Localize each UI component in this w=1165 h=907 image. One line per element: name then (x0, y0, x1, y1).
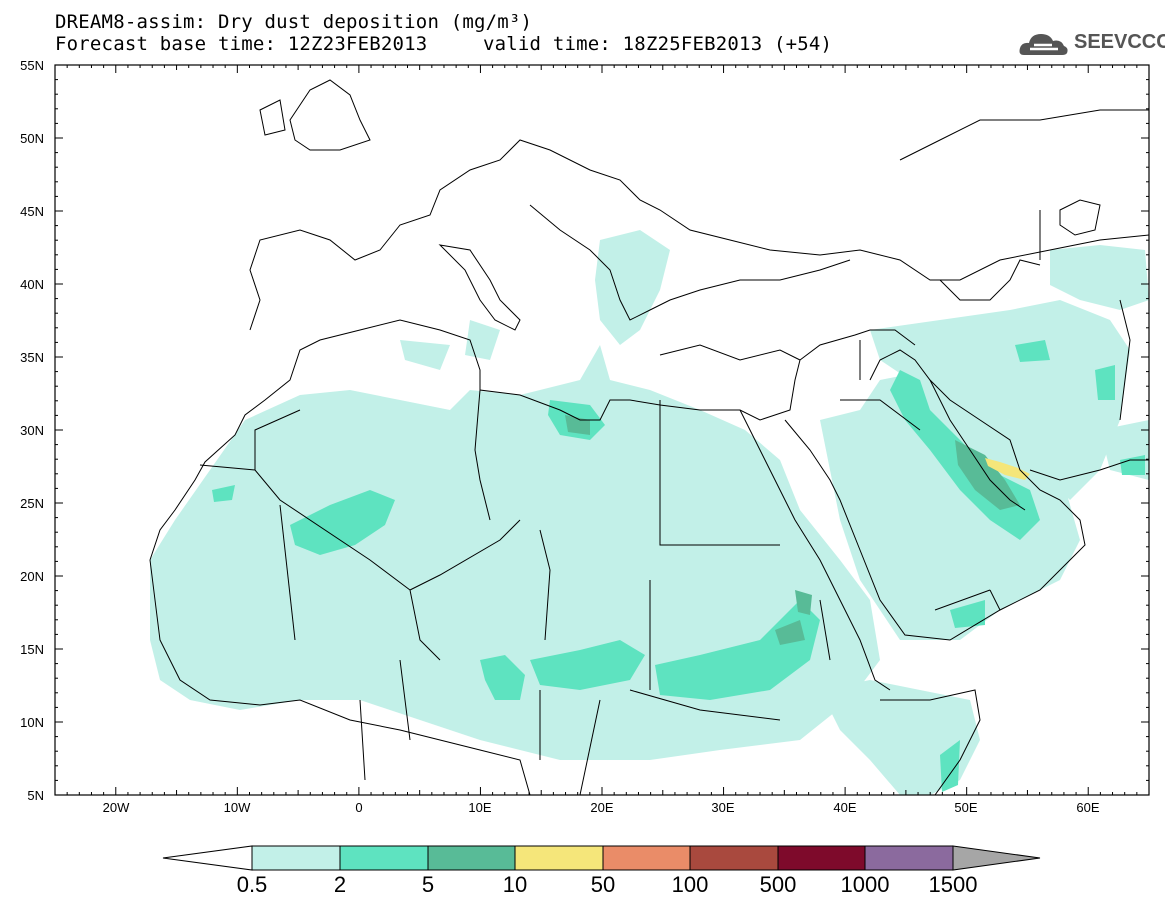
lon-label: 60E (1076, 800, 1099, 815)
colorbar-swatch (689, 845, 779, 871)
lon-label: 50E (954, 800, 977, 815)
lat-label: 50N (20, 131, 44, 146)
colorbar-low-end (162, 845, 253, 871)
colorbar-label: 5 (422, 872, 434, 897)
lon-label: 20W (103, 800, 130, 815)
lon-label: 10E (468, 800, 491, 815)
colorbar-swatch (602, 845, 691, 871)
forecast-times: Forecast base time: 12Z23FEB2013 valid ti… (55, 33, 832, 55)
lat-label: 30N (20, 423, 44, 438)
lat-label: 25N (20, 496, 44, 511)
colorbar-swatch (864, 845, 954, 871)
base-time: Forecast base time: 12Z23FEB2013 (55, 33, 428, 55)
colorbar-swatch (427, 845, 516, 871)
lat-label: 20N (20, 569, 44, 584)
colorbar-label: 500 (760, 872, 797, 897)
map-title: DREAM8-assim: Dry dust deposition (mg/m³… (55, 11, 533, 33)
axis-ticks (54, 64, 1150, 796)
lat-label: 40N (20, 277, 44, 292)
latitude-labels: 55N 50N 45N 40N 35N 30N 25N 20N 15N 10N … (20, 58, 44, 803)
seevccc-logo: SEEVCCC (1018, 25, 1165, 61)
colorbar-label: 0.5 (237, 872, 268, 897)
colorbar-label: 50 (591, 872, 615, 897)
colorbar-swatch (251, 845, 341, 871)
colorbar-label: 1500 (929, 872, 978, 897)
logo-text: SEEVCCC (1074, 31, 1165, 53)
lat-label: 10N (20, 715, 44, 730)
lat-label: 15N (20, 642, 44, 657)
lon-label: 40E (833, 800, 856, 815)
lon-label: 10W (224, 800, 251, 815)
colorbar: 0.5 2 5 10 50 100 500 1000 1500 (162, 845, 1041, 897)
colorbar-high-end (952, 845, 1041, 871)
cloud-logo-icon (1019, 34, 1068, 55)
lat-label: 45N (20, 204, 44, 219)
lat-label: 5N (27, 788, 44, 803)
lon-label: 30E (711, 800, 734, 815)
colorbar-swatch (777, 845, 866, 871)
colorbar-swatch (339, 845, 429, 871)
band-10-50 (985, 458, 1030, 480)
colorbar-swatch (514, 845, 604, 871)
lat-label: 55N (20, 58, 44, 73)
deposition-field (150, 230, 1149, 795)
colorbar-label: 2 (334, 872, 346, 897)
lon-label: 20E (590, 800, 613, 815)
lon-label: 0 (355, 800, 362, 815)
valid-time: valid time: 18Z25FEB2013 (+54) (483, 33, 833, 55)
colorbar-label: 100 (672, 872, 709, 897)
longitude-labels: 20W 10W 0 10E 20E 30E 40E 50E 60E (103, 800, 1100, 815)
coastlines-borders (149, 79, 1149, 795)
colorbar-label: 10 (503, 872, 527, 897)
colorbar-label: 1000 (841, 872, 890, 897)
lat-label: 35N (20, 350, 44, 365)
